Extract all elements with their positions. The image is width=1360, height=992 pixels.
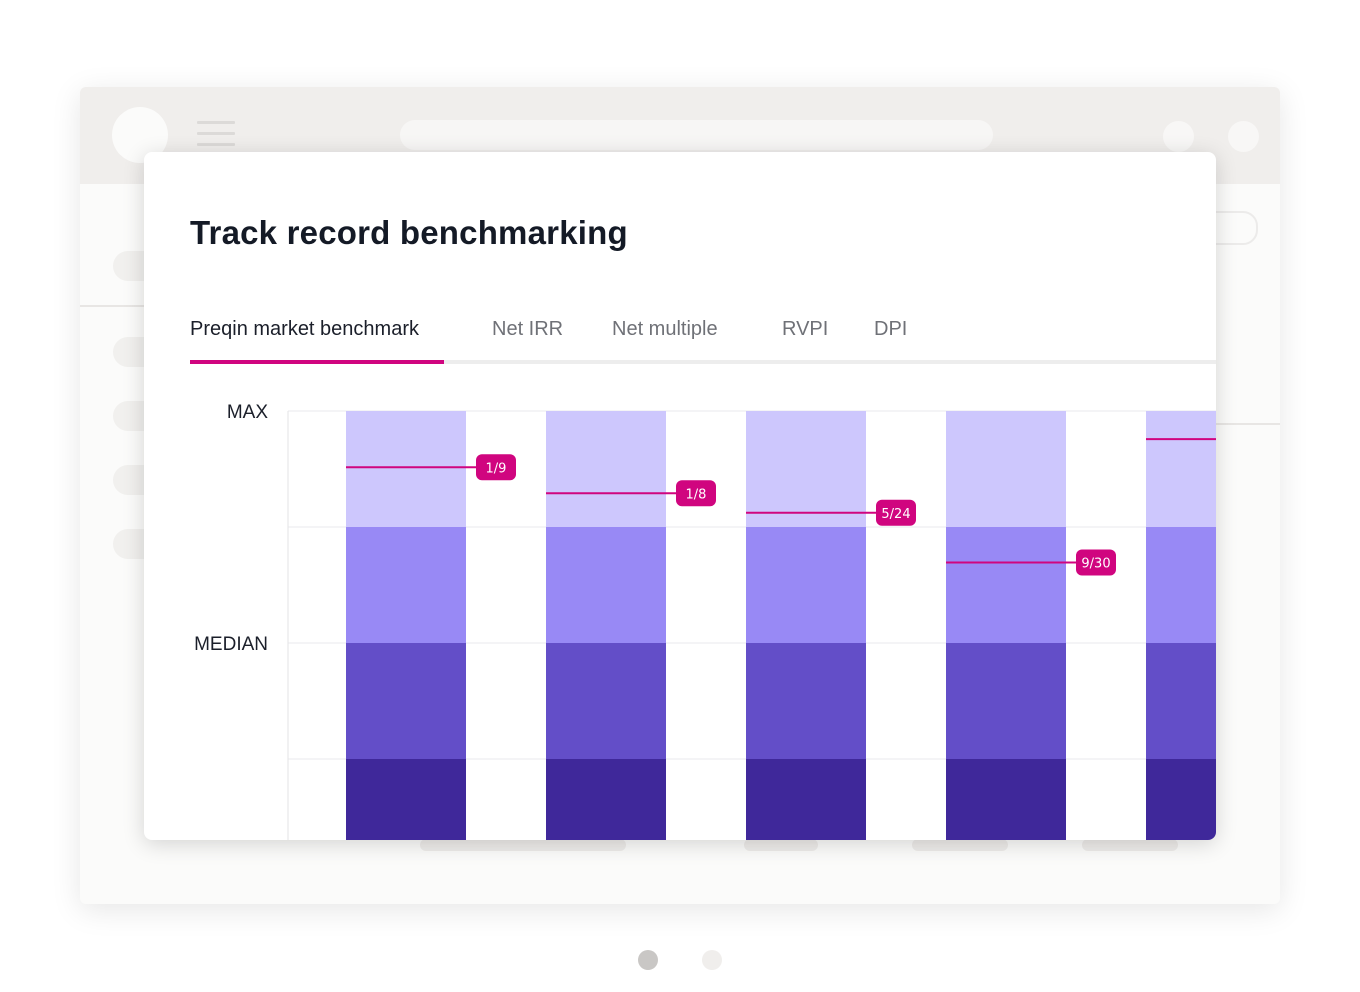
bar-segment — [946, 527, 1066, 643]
bar-segment — [946, 643, 1066, 759]
bar-segment — [1146, 527, 1216, 643]
tab-rvpi[interactable]: RVPI — [782, 318, 829, 340]
bar-segment — [746, 527, 866, 643]
bar-segment — [1146, 411, 1216, 527]
benchmark-marker-label: 1/8 — [686, 487, 707, 502]
bar-segment — [946, 759, 1066, 840]
address-bar — [400, 120, 993, 150]
bar-segment — [1146, 759, 1216, 840]
tab-net-multiple[interactable]: Net multiple — [612, 318, 718, 340]
bar-segment — [546, 759, 666, 840]
bar-segment — [546, 411, 666, 527]
benchmarking-card: Track record benchmarking Preqin market … — [144, 152, 1216, 840]
benchmark-marker-tag — [876, 499, 916, 526]
bar-segment — [546, 527, 666, 643]
pager-dot[interactable] — [702, 950, 722, 970]
tab-bar: Preqin market benchmark Net IRR Net mult… — [190, 318, 1216, 364]
bar-segment — [746, 411, 866, 527]
menu-icon — [197, 121, 235, 154]
tab-bar-rule — [190, 360, 1216, 364]
pager-dot-active[interactable] — [638, 950, 658, 970]
benchmark-chart: 1/9 1/8 5/24 9/30 MAX MEDIAN — [194, 402, 1216, 840]
bar-segment — [1146, 643, 1216, 759]
tab-preqin-market-benchmark[interactable]: Preqin market benchmark — [190, 318, 419, 340]
y-axis-label-median: MEDIAN — [194, 634, 268, 655]
window-control-icon — [1228, 121, 1259, 152]
benchmark-marker-label: 5/24 — [881, 507, 910, 522]
footer-placeholder — [420, 839, 626, 851]
benchmark-marker-tag — [476, 454, 516, 481]
bar-segment — [946, 411, 1066, 527]
footer-placeholder — [744, 839, 818, 851]
tab-dpi[interactable]: DPI — [874, 318, 908, 340]
divider — [1210, 423, 1280, 425]
benchmark-marker-label: 1/9 — [486, 461, 507, 476]
bar-segment — [746, 643, 866, 759]
bar-segment — [346, 411, 466, 527]
window-control-icon — [1163, 121, 1194, 152]
bar-segment — [746, 759, 866, 840]
bar-segment — [546, 643, 666, 759]
y-axis-label-max: MAX — [227, 402, 269, 423]
benchmark-marker-label: 9/30 — [1081, 557, 1110, 572]
bar-segment — [346, 643, 466, 759]
divider — [80, 305, 144, 307]
footer-placeholder — [912, 839, 1008, 851]
benchmark-marker-tag — [676, 480, 716, 507]
active-tab-indicator — [190, 360, 444, 364]
benchmark-marker-tag — [1076, 549, 1116, 576]
bar-segment — [346, 759, 466, 840]
card-title: Track record benchmarking — [190, 214, 628, 251]
tab-net-irr[interactable]: Net IRR — [492, 318, 564, 340]
bar-segment — [346, 527, 466, 643]
footer-placeholder — [1082, 839, 1178, 851]
